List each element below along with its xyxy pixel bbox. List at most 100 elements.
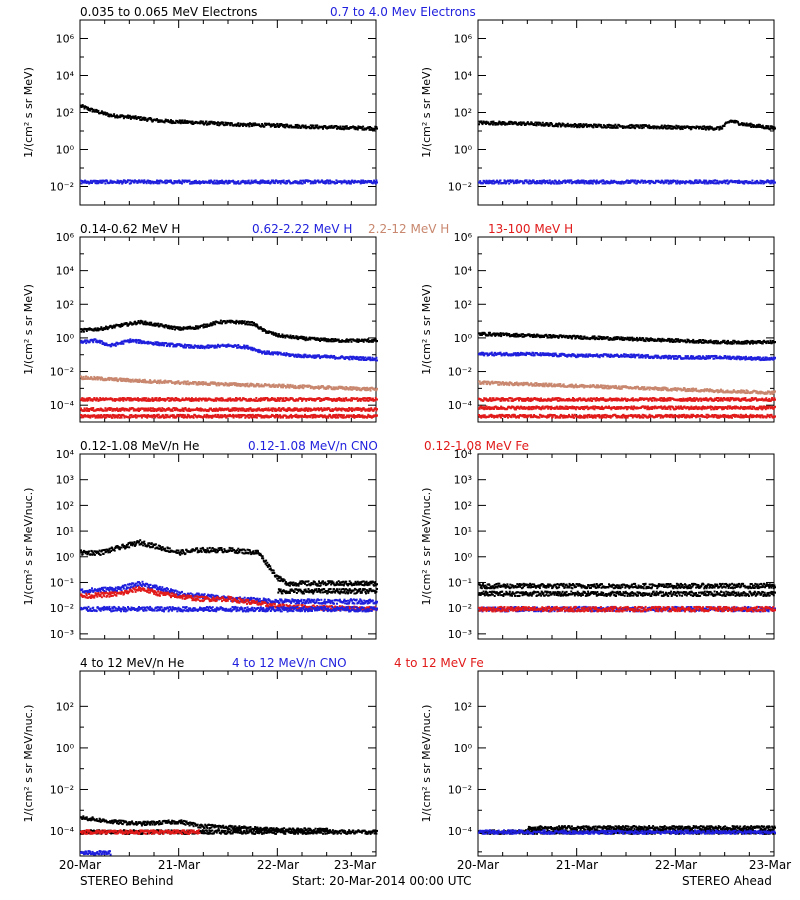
- data-point: [242, 122, 245, 125]
- data-point: [595, 179, 598, 182]
- data-point: [138, 410, 140, 412]
- data-point: [583, 125, 586, 128]
- data-point: [359, 182, 362, 185]
- data-point: [197, 407, 200, 410]
- data-point: [697, 125, 700, 128]
- data-point: [531, 180, 534, 183]
- y-tick-label: 10²: [454, 107, 472, 120]
- data-point: [232, 346, 235, 348]
- data-point: [482, 120, 485, 123]
- data-point: [648, 179, 651, 182]
- data-point: [319, 357, 322, 360]
- data-point: [183, 119, 186, 122]
- data-point: [217, 343, 219, 346]
- data-point: [170, 119, 172, 122]
- data-point: [670, 182, 673, 185]
- data-point: [170, 179, 172, 182]
- data-point: [302, 356, 305, 359]
- data-point: [695, 181, 698, 184]
- data-point: [374, 399, 377, 402]
- data-point: [225, 122, 228, 124]
- data-point: [164, 416, 167, 419]
- data-point: [358, 388, 360, 391]
- data-point: [628, 124, 631, 127]
- data-point: [362, 179, 365, 182]
- data-point: [284, 409, 287, 412]
- data-point: [575, 182, 578, 185]
- data-point: [606, 182, 609, 185]
- data-point: [186, 180, 189, 183]
- data-point: [718, 127, 721, 130]
- data-point: [563, 179, 566, 182]
- data-point: [167, 119, 170, 122]
- data-point: [164, 413, 167, 416]
- data-point: [207, 414, 210, 417]
- data-point: [142, 407, 145, 410]
- data-point: [118, 182, 121, 185]
- data-point: [713, 128, 716, 131]
- data-point: [302, 354, 305, 357]
- data-point: [256, 349, 259, 352]
- data-point: [497, 121, 500, 124]
- data-point: [265, 180, 268, 183]
- y-tick-label: 10⁰: [56, 144, 75, 157]
- data-point: [295, 125, 298, 128]
- data-point: [771, 125, 774, 128]
- data-point: [678, 126, 681, 129]
- data-point: [276, 351, 279, 354]
- data-point: [168, 345, 171, 348]
- data-point: [652, 125, 655, 128]
- data-point: [328, 355, 331, 358]
- data-point: [144, 380, 147, 382]
- data-point: [140, 416, 143, 419]
- data-point: [269, 182, 272, 185]
- data-point: [324, 339, 327, 342]
- data-point: [243, 347, 246, 350]
- data-point: [639, 180, 642, 183]
- data-point: [294, 180, 297, 183]
- data-point: [239, 182, 242, 185]
- data-point: [154, 341, 157, 344]
- data-point: [139, 322, 142, 325]
- data-point: [81, 414, 84, 417]
- data-point: [99, 376, 102, 379]
- data-point: [374, 407, 377, 410]
- data-point: [99, 399, 102, 402]
- data-point: [504, 180, 507, 183]
- data-point: [210, 322, 212, 325]
- data-point: [199, 415, 202, 418]
- data-point: [163, 397, 166, 400]
- data-point: [601, 182, 604, 185]
- data-point: [369, 397, 372, 400]
- data-point: [603, 181, 606, 184]
- data-point: [215, 179, 218, 182]
- data-point: [338, 386, 341, 389]
- data-point: [350, 180, 353, 183]
- data-point: [144, 399, 147, 402]
- data-point: [226, 123, 229, 126]
- data-point: [359, 125, 362, 128]
- data-point: [366, 386, 369, 389]
- data-point: [197, 381, 200, 383]
- data-point: [193, 182, 196, 185]
- data-point: [236, 346, 239, 349]
- data-point: [199, 326, 201, 329]
- data-point: [252, 383, 255, 386]
- data-point: [342, 181, 345, 184]
- data-point: [184, 381, 187, 384]
- data-point: [251, 346, 254, 349]
- data-point: [212, 382, 215, 385]
- data-point: [141, 117, 144, 120]
- data-point: [635, 125, 638, 128]
- data-point: [268, 122, 270, 125]
- data-point: [81, 378, 84, 381]
- data-point: [545, 181, 548, 183]
- data-point: [711, 180, 714, 183]
- data-point: [329, 126, 332, 129]
- data-point: [237, 384, 240, 387]
- data-point: [768, 181, 771, 184]
- data-point: [182, 410, 185, 412]
- data-point: [529, 123, 532, 126]
